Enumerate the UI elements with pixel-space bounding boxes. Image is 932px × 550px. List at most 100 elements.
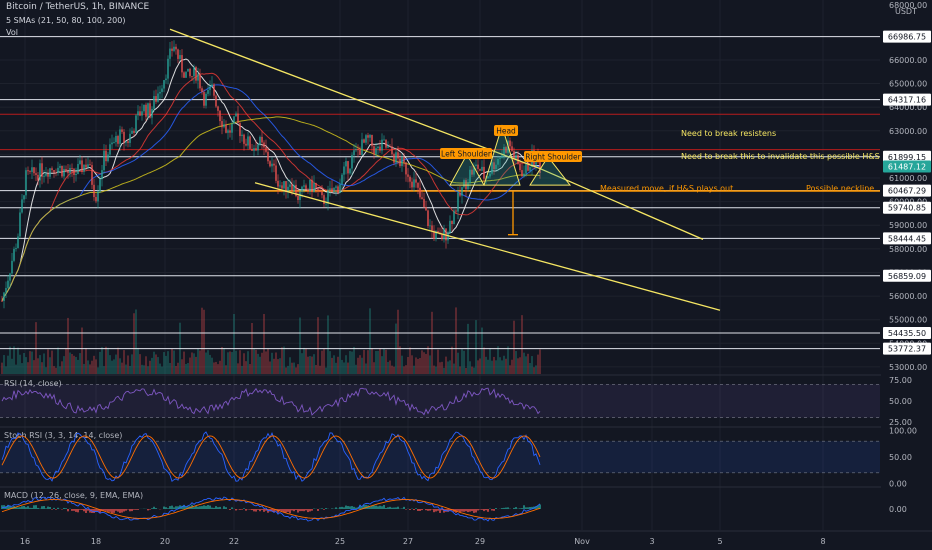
macd-pane-signal — [1, 499, 541, 519]
candle-body — [527, 163, 529, 171]
volume-bar — [67, 317, 69, 374]
candle-body — [33, 167, 35, 174]
candle-body — [353, 150, 355, 156]
candle-body — [357, 148, 359, 150]
volume-bar — [205, 352, 207, 374]
volume-bar — [493, 356, 495, 374]
candle-body — [41, 163, 43, 177]
volume-bar — [323, 348, 325, 374]
candle-body — [63, 169, 65, 177]
candle-body — [419, 187, 421, 198]
volume-bar — [363, 349, 365, 374]
macd-histogram-bar — [483, 509, 485, 512]
macd-histogram-bar — [291, 509, 293, 511]
volume-bar — [117, 347, 119, 374]
measured-note: Measured move, if H&S plays out — [600, 184, 733, 193]
volume-bar — [285, 367, 287, 374]
macd-histogram-bar — [77, 509, 79, 513]
macd-histogram-bar — [43, 505, 45, 509]
volume-bar — [449, 360, 451, 374]
candle-body — [229, 130, 231, 133]
candle-body — [283, 181, 285, 189]
candle-body — [403, 156, 405, 163]
macd-histogram-bar — [67, 509, 69, 512]
volume-bar — [163, 352, 165, 374]
volume-bar — [59, 366, 61, 374]
macd-histogram-bar — [371, 505, 373, 509]
candle-body — [73, 168, 75, 175]
macd-histogram-bar — [103, 509, 105, 511]
macd-histogram-bar — [73, 509, 75, 511]
candle-body — [223, 124, 225, 128]
candle-body — [9, 273, 11, 281]
volume-bar — [499, 357, 501, 374]
candle-body — [227, 130, 229, 133]
candle-body — [421, 197, 423, 199]
volume-bar — [63, 356, 65, 374]
volume-bar — [339, 348, 341, 374]
volume-bar — [147, 366, 149, 374]
macd-histogram-bar — [393, 507, 395, 509]
volume-bar — [95, 359, 97, 374]
volume-bar — [289, 357, 291, 374]
volume-bar — [485, 356, 487, 374]
volume-bar — [377, 350, 379, 374]
volume-bar — [223, 347, 225, 374]
candle-body — [27, 170, 29, 172]
volume-bar — [91, 360, 93, 374]
candle-body — [195, 66, 197, 81]
volume-bar — [217, 364, 219, 374]
macd-histogram-bar — [115, 509, 117, 511]
volume-bar — [75, 356, 77, 374]
macd-histogram-bar — [81, 509, 83, 510]
volume-bar — [261, 352, 263, 374]
macd-histogram-bar — [213, 507, 215, 509]
macd-histogram-bar — [25, 507, 27, 509]
volume-bar — [245, 361, 247, 374]
stoch-rsi-pane-label: Stoch RSI (3, 3, 14, 14, close) — [4, 431, 122, 440]
volume-bar — [341, 359, 343, 374]
candle-body — [445, 228, 447, 241]
volume-bar — [523, 352, 525, 374]
macd-histogram-bar — [197, 506, 199, 509]
candle-body — [177, 49, 179, 59]
volume-bar — [247, 351, 249, 374]
macd-histogram-bar — [519, 508, 521, 509]
candle-body — [265, 147, 267, 152]
time-tick-label: 8 — [820, 537, 825, 546]
volume-bar — [451, 346, 453, 374]
candle-body — [133, 130, 135, 133]
upper-trendline — [169, 28, 541, 170]
candle-body — [319, 190, 321, 192]
indicator-tick-label: 50.00 — [889, 453, 912, 462]
candle-body — [417, 182, 419, 188]
volume-bar — [533, 367, 535, 374]
candle-body — [107, 154, 109, 162]
macd-histogram-bar — [321, 508, 323, 509]
volume-bar — [369, 308, 371, 374]
volume-bar — [359, 355, 361, 374]
volume-bar — [241, 365, 243, 374]
volume-bar — [267, 349, 269, 374]
volume-bar — [37, 358, 39, 374]
macd-histogram-bar — [301, 509, 303, 512]
macd-histogram-bar — [223, 506, 225, 509]
candle-body — [29, 171, 31, 173]
candle-body — [457, 192, 459, 212]
candle-body — [67, 171, 69, 174]
volume-bar — [443, 367, 445, 374]
macd-histogram-bar — [57, 507, 59, 509]
candle-body — [171, 48, 173, 51]
volume-bar — [333, 355, 335, 374]
indicator-tick-label: 0.00 — [889, 479, 907, 488]
candle-body — [343, 166, 345, 175]
macd-histogram-bar — [507, 507, 509, 509]
macd-histogram-bar — [503, 507, 505, 509]
time-axis[interactable]: 16 18 20 22 25 27 29 Nov 3 5 8 — [0, 530, 932, 550]
right-shoulder-triangle — [529, 155, 572, 186]
candle-body — [301, 186, 303, 192]
volume-bar — [259, 356, 261, 374]
macd-histogram-bar — [65, 508, 67, 509]
